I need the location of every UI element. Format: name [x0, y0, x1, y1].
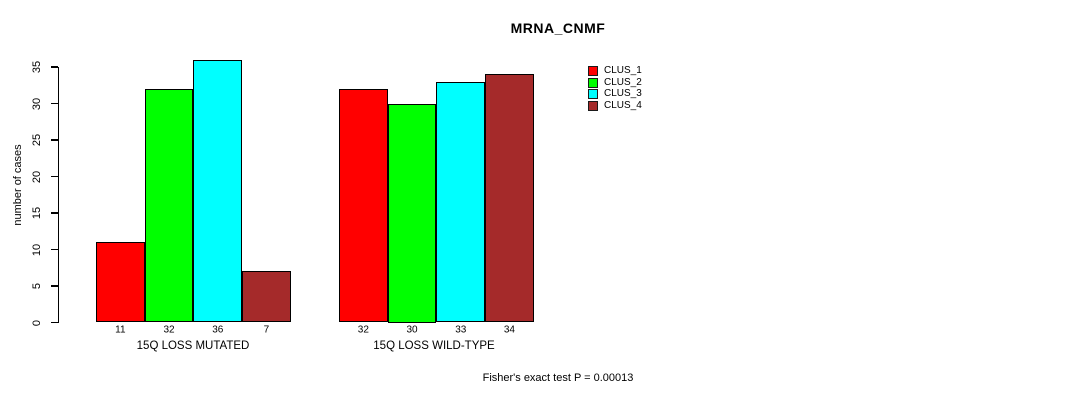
y-axis-tick [50, 175, 58, 178]
bar-clus_4-group2 [485, 74, 534, 323]
legend-item-clus2: CLUS_2 [588, 76, 642, 88]
legend-swatch-clus3-icon [588, 89, 598, 100]
legend-label-clus4: CLUS_4 [604, 100, 642, 112]
legend-swatch-clus4-icon [588, 101, 598, 112]
legend-swatch-clus2-icon [588, 77, 598, 88]
bar-clus_2-group1 [144, 88, 194, 323]
bar-value-label: 7 [263, 324, 270, 336]
legend-label-clus2: CLUS_2 [604, 76, 642, 88]
y-axis-tick [50, 102, 58, 105]
bar-value-label: 30 [406, 324, 418, 336]
bar-value-label: 32 [357, 324, 369, 336]
y-axis-tick [50, 66, 58, 68]
y-axis-tick [50, 285, 58, 287]
y-axis-tick-label: 10 [31, 243, 43, 256]
y-axis-tick-label: 0 [31, 319, 43, 326]
bar-value-label: 11 [115, 324, 126, 336]
legend-item-clus4: CLUS_4 [588, 100, 642, 112]
legend-label-clus3: CLUS_3 [604, 88, 642, 100]
legend-swatch-clus1-icon [588, 66, 598, 77]
y-axis-tick-label: 30 [31, 97, 43, 110]
legend-item-clus3: CLUS_3 [588, 88, 642, 100]
fisher-test-annotation: Fisher's exact test P = 0.00013 [482, 372, 634, 384]
y-axis-tick [50, 321, 58, 324]
bar-clus_3-group2 [436, 81, 486, 323]
chart-title: MRNA_CNMF [510, 20, 606, 36]
x-group-label-wild-type: 15Q LOSS WILD-TYPE [373, 340, 495, 352]
bar-clus_1-group2 [339, 88, 388, 323]
y-axis-title: number of cases [12, 144, 24, 226]
y-axis-tick-label: 15 [31, 206, 43, 220]
legend-label-clus1: CLUS_1 [604, 65, 642, 77]
y-axis-line [57, 67, 59, 323]
bar-clus_3-group1 [193, 59, 243, 323]
x-group-label-mutated: 15Q LOSS MUTATED [136, 340, 250, 352]
y-axis-tick [50, 248, 58, 251]
bar-clus_1-group1 [96, 242, 145, 323]
y-axis-tick [50, 212, 58, 214]
y-axis-tick-label: 5 [31, 282, 43, 290]
legend-item-clus1: CLUS_1 [588, 65, 642, 77]
bar-value-label: 33 [455, 324, 467, 336]
bar-clus_2-group2 [387, 103, 437, 323]
bar-value-label: 36 [212, 324, 224, 336]
y-axis-tick-label: 20 [31, 170, 43, 183]
legend: CLUS_1 CLUS_2 CLUS_3 CLUS_4 [588, 65, 642, 112]
y-axis-tick [50, 139, 58, 141]
bar-clus_4-group1 [242, 271, 291, 323]
y-axis-tick-label: 35 [31, 60, 43, 74]
bar-value-label: 32 [163, 324, 175, 336]
bar-value-label: 34 [503, 324, 515, 336]
y-axis-tick-label: 25 [31, 133, 43, 147]
